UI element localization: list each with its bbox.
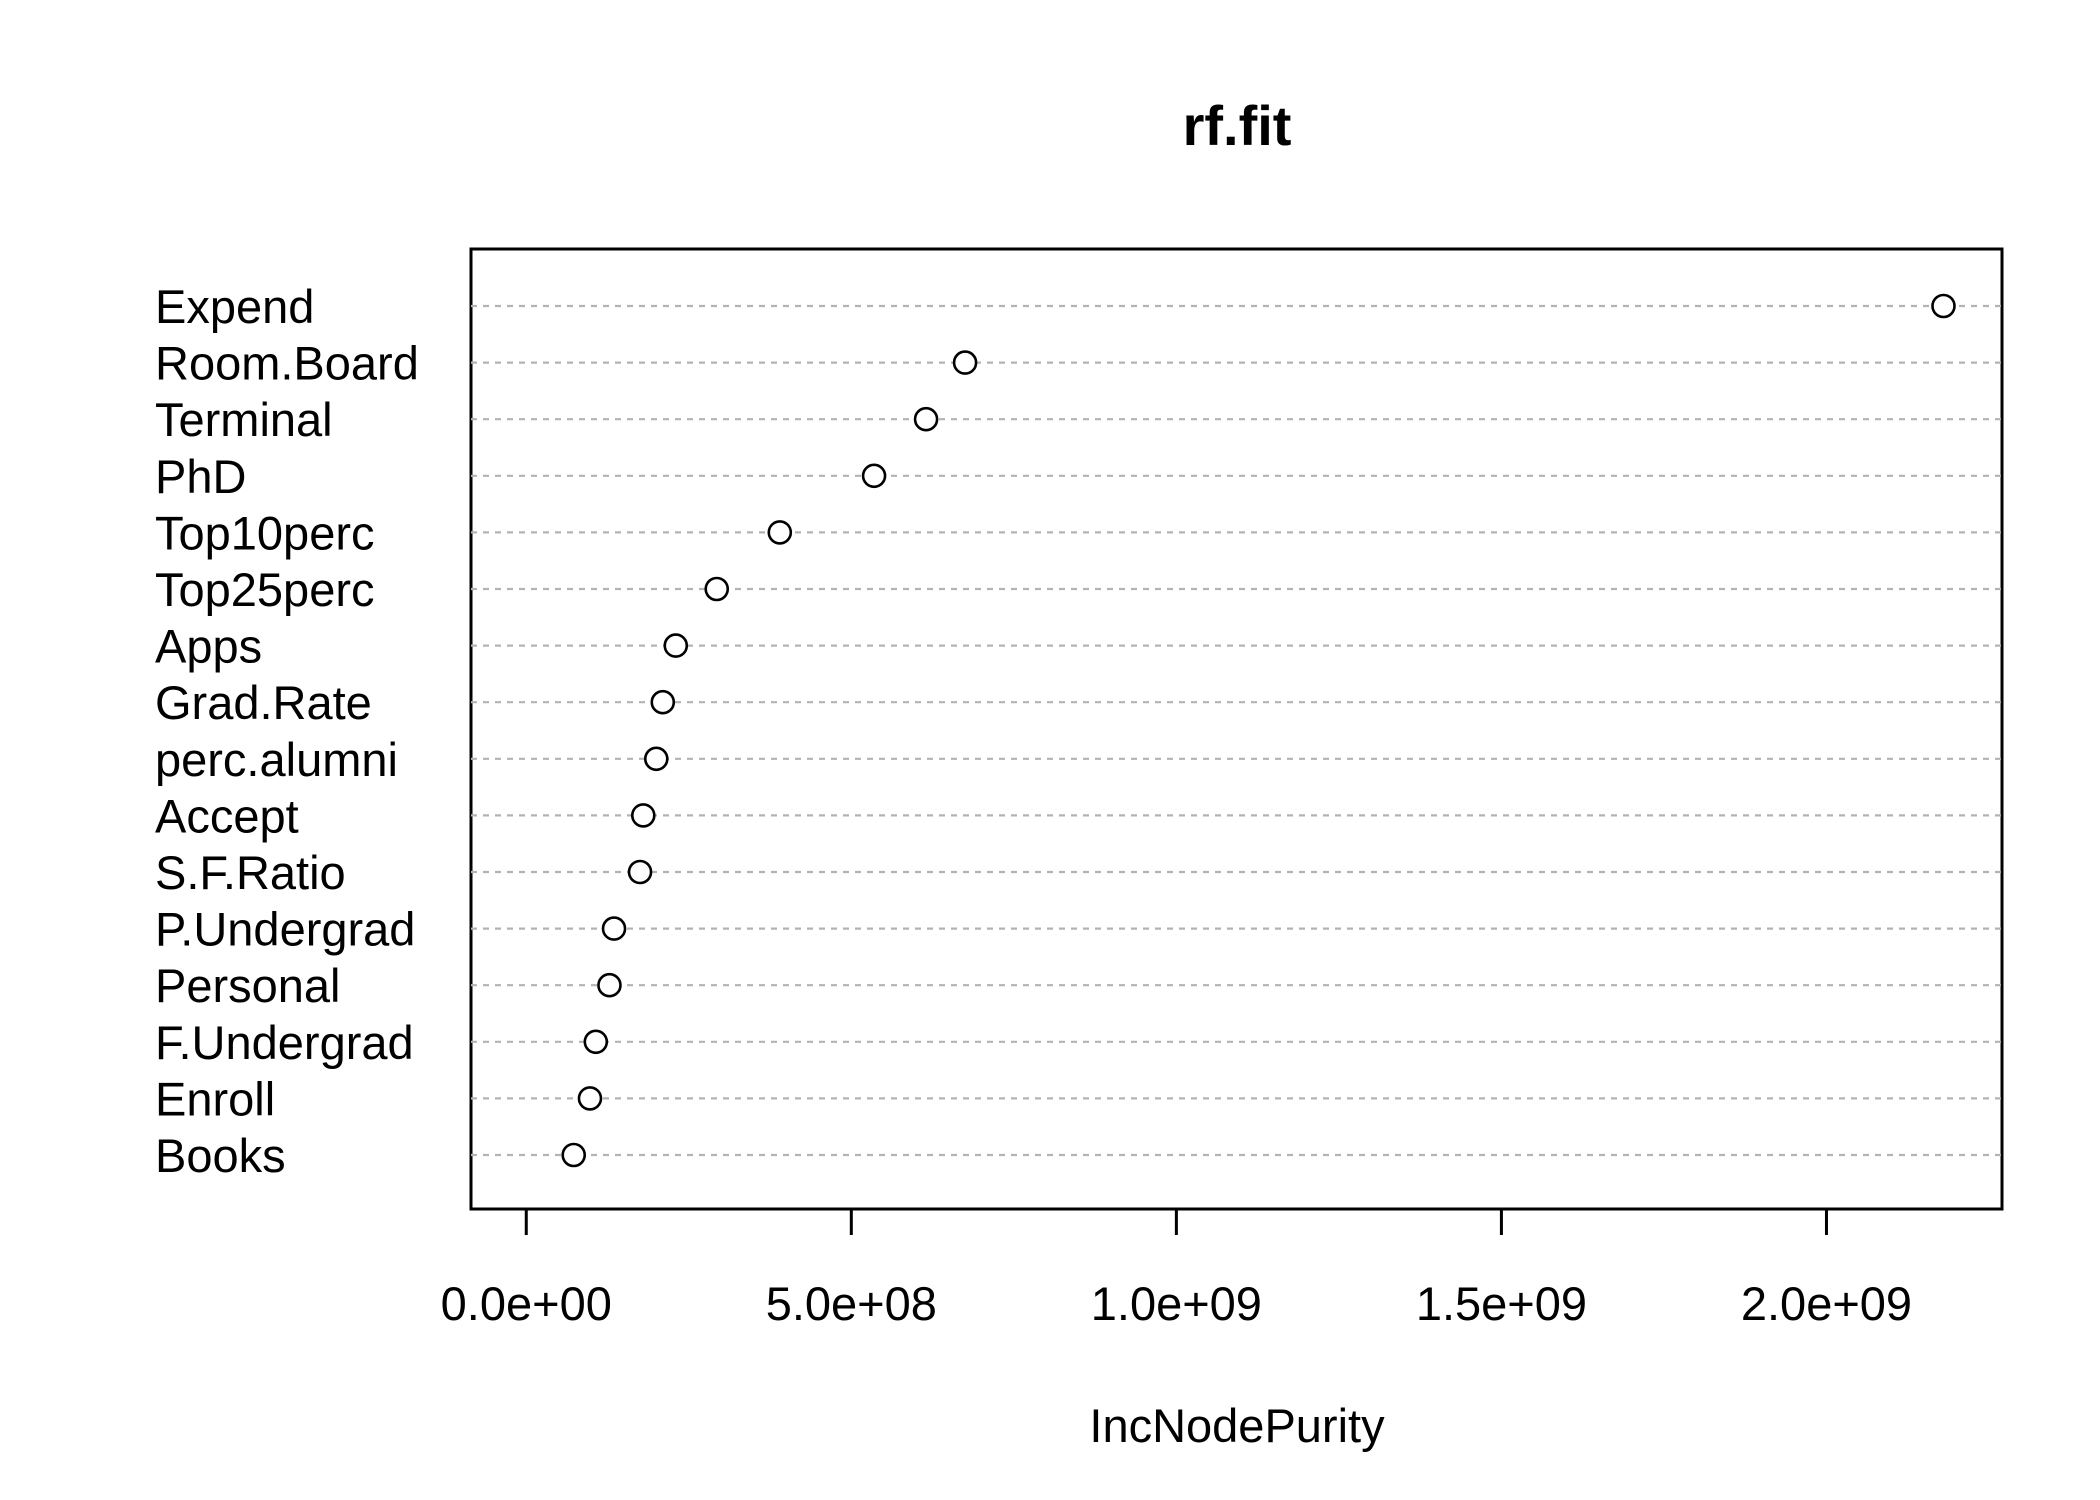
point-top10perc <box>767 520 793 545</box>
category-label: Top25perc <box>155 563 375 616</box>
category-label: Grad.Rate <box>155 676 372 729</box>
point-top25perc <box>704 576 730 602</box>
point-perc-alumni <box>643 746 669 772</box>
category-label: F.Undergrad <box>155 1016 414 1069</box>
point-room-board <box>952 350 978 375</box>
x-tick-label: 5.0e+08 <box>766 1277 937 1330</box>
x-tick-label: 0.0e+00 <box>441 1277 612 1330</box>
category-label: P.Undergrad <box>155 903 415 956</box>
point-phd <box>861 463 887 489</box>
point-f-undergrad <box>583 1029 609 1055</box>
guide-lines <box>471 304 2002 1157</box>
x-tick-label: 1.5e+09 <box>1416 1277 1587 1330</box>
x-tick-label: 1.0e+09 <box>1091 1277 1262 1330</box>
data-points <box>561 293 1956 1168</box>
category-label: Expend <box>155 280 314 333</box>
point-accept <box>630 803 656 828</box>
x-tick-label: 2.0e+09 <box>1741 1277 1912 1330</box>
x-axis: 0.0e+00 5.0e+08 1.0e+09 1.5e+09 2.0e+09 <box>441 1207 1912 1330</box>
point-terminal <box>913 406 939 432</box>
point-personal <box>597 972 622 998</box>
point-enroll <box>577 1086 603 1111</box>
category-label: perc.alumni <box>155 733 398 786</box>
category-label: PhD <box>155 450 246 503</box>
category-label: Room.Board <box>155 337 419 390</box>
category-labels: ExpendRoom.BoardTerminalPhDTop10percTop2… <box>155 280 419 1182</box>
point-expend <box>1931 293 1956 319</box>
category-label: Top10perc <box>155 506 375 559</box>
chart-title: rf.fit <box>1183 94 1292 157</box>
point-p-undergrad <box>601 916 627 941</box>
x-axis-title: IncNodePurity <box>1089 1399 1385 1452</box>
category-label: S.F.Ratio <box>155 846 346 899</box>
point-s-f-ratio <box>627 859 653 885</box>
category-label: Terminal <box>155 393 333 446</box>
point-books <box>561 1142 587 1168</box>
category-label: Apps <box>155 620 262 673</box>
point-apps <box>663 633 689 658</box>
point-grad-rate <box>650 689 676 715</box>
plot-frame <box>469 247 2004 1211</box>
category-label: Books <box>155 1129 286 1182</box>
category-label: Accept <box>155 789 299 842</box>
category-label: Enroll <box>155 1072 275 1125</box>
category-label: Personal <box>155 959 341 1012</box>
